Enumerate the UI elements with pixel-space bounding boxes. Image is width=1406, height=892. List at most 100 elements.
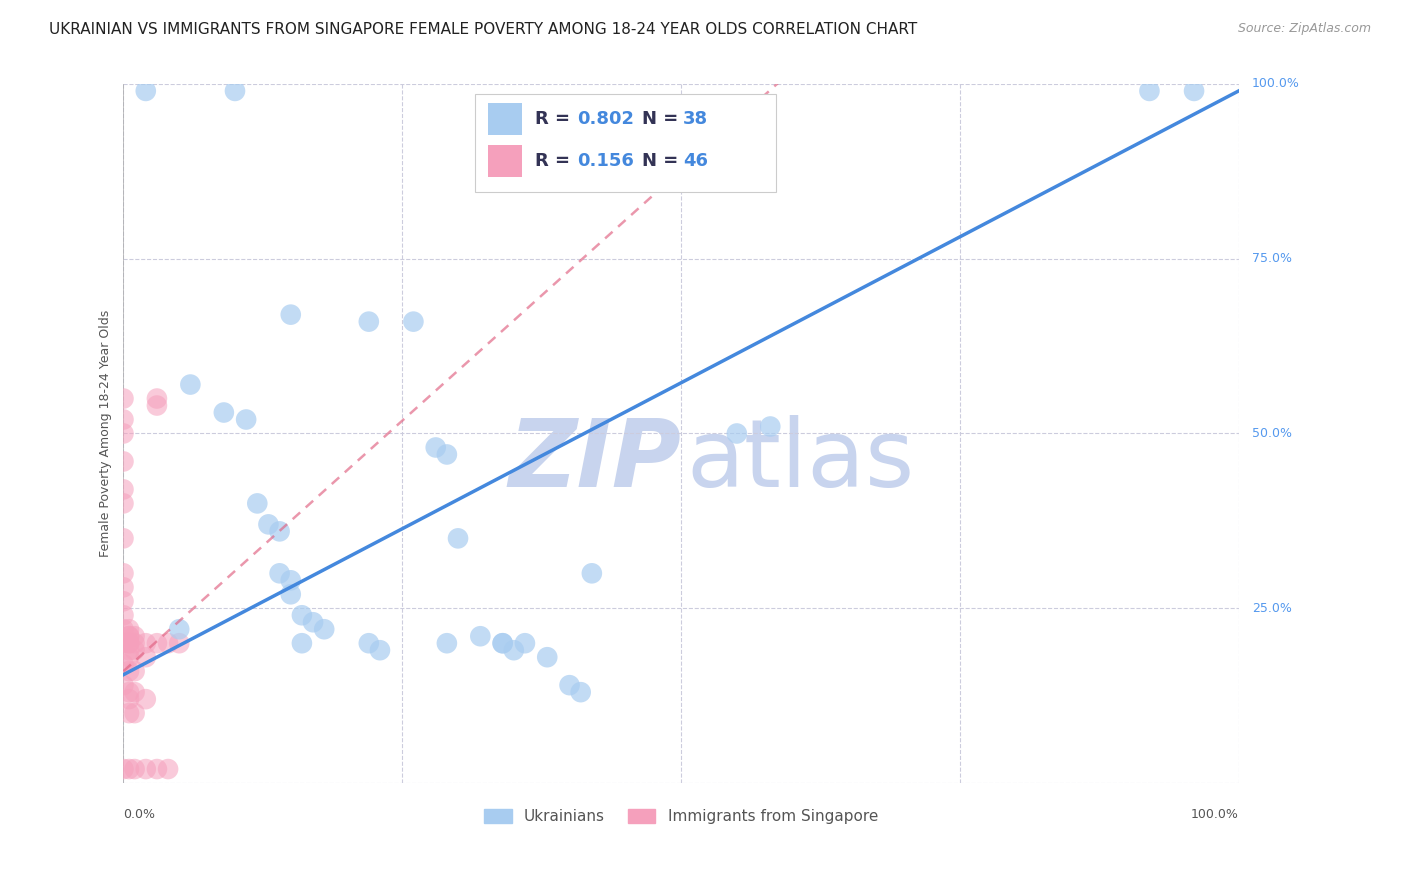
Point xyxy=(513,636,536,650)
Text: UKRAINIAN VS IMMIGRANTS FROM SINGAPORE FEMALE POVERTY AMONG 18-24 YEAR OLDS CORR: UKRAINIAN VS IMMIGRANTS FROM SINGAPORE F… xyxy=(49,22,918,37)
Point xyxy=(280,308,302,322)
Point xyxy=(118,643,141,657)
Point xyxy=(179,377,201,392)
Point xyxy=(118,629,141,643)
Text: Source: ZipAtlas.com: Source: ZipAtlas.com xyxy=(1237,22,1371,36)
Point xyxy=(118,692,141,706)
Point xyxy=(112,608,135,623)
Text: N =: N = xyxy=(643,110,685,128)
Point xyxy=(118,636,141,650)
Text: atlas: atlas xyxy=(686,416,915,508)
Point xyxy=(558,678,581,692)
Point xyxy=(167,622,190,636)
Point xyxy=(257,517,280,532)
Point xyxy=(146,399,169,413)
Point xyxy=(112,566,135,581)
Point xyxy=(118,685,141,699)
Text: 25.0%: 25.0% xyxy=(1251,602,1292,615)
Point xyxy=(124,629,146,643)
Point xyxy=(112,762,135,776)
Text: 0.0%: 0.0% xyxy=(124,807,156,821)
Point xyxy=(112,580,135,594)
Point xyxy=(112,657,135,672)
Y-axis label: Female Poverty Among 18-24 Year Olds: Female Poverty Among 18-24 Year Olds xyxy=(100,310,112,558)
Point xyxy=(118,636,141,650)
Point xyxy=(135,84,157,98)
Point xyxy=(224,84,246,98)
Point xyxy=(436,636,458,650)
Point xyxy=(112,496,135,510)
Point xyxy=(157,636,180,650)
Point xyxy=(157,762,180,776)
Point xyxy=(357,315,380,329)
Point xyxy=(112,392,135,406)
Point xyxy=(124,706,146,720)
Point xyxy=(146,636,169,650)
Point xyxy=(235,412,257,426)
Point xyxy=(118,650,141,665)
Point xyxy=(1139,84,1161,98)
Text: 0.802: 0.802 xyxy=(578,110,634,128)
Text: 100.0%: 100.0% xyxy=(1191,807,1239,821)
Point xyxy=(112,622,135,636)
Point xyxy=(491,636,513,650)
Point xyxy=(302,615,325,630)
Point xyxy=(212,405,235,419)
Point xyxy=(112,426,135,441)
Point xyxy=(112,412,135,426)
Point xyxy=(124,762,146,776)
Point xyxy=(118,664,141,678)
Point xyxy=(269,524,291,539)
Point xyxy=(118,762,141,776)
FancyBboxPatch shape xyxy=(488,145,522,177)
Point xyxy=(112,454,135,468)
Text: 100.0%: 100.0% xyxy=(1251,78,1301,90)
Point xyxy=(135,762,157,776)
Text: R =: R = xyxy=(534,152,576,169)
Point xyxy=(112,636,135,650)
Point xyxy=(146,392,169,406)
Text: 50.0%: 50.0% xyxy=(1251,427,1292,440)
Point xyxy=(124,636,146,650)
Text: 75.0%: 75.0% xyxy=(1251,252,1292,265)
Point xyxy=(536,650,558,665)
FancyBboxPatch shape xyxy=(488,103,522,135)
Point xyxy=(124,664,146,678)
Point xyxy=(291,636,314,650)
Point xyxy=(581,566,603,581)
Point xyxy=(280,574,302,588)
Point xyxy=(425,441,447,455)
Point xyxy=(402,315,425,329)
Point xyxy=(118,622,141,636)
Text: ZIP: ZIP xyxy=(508,416,681,508)
Point xyxy=(112,594,135,608)
Point xyxy=(118,629,141,643)
Point xyxy=(569,685,592,699)
Point xyxy=(269,566,291,581)
Text: 38: 38 xyxy=(683,110,709,128)
Text: R =: R = xyxy=(534,110,576,128)
Point xyxy=(357,636,380,650)
Point xyxy=(135,692,157,706)
Point xyxy=(112,483,135,497)
Point xyxy=(447,532,470,546)
Point xyxy=(167,636,190,650)
Text: N =: N = xyxy=(643,152,685,169)
Point xyxy=(725,426,748,441)
Text: 46: 46 xyxy=(683,152,709,169)
Point xyxy=(124,643,146,657)
Point xyxy=(436,447,458,461)
Point xyxy=(112,532,135,546)
Point xyxy=(112,678,135,692)
Point xyxy=(368,643,391,657)
Point xyxy=(280,587,302,601)
Point xyxy=(124,685,146,699)
Point xyxy=(135,636,157,650)
Point xyxy=(470,629,492,643)
Text: 0.156: 0.156 xyxy=(578,152,634,169)
Point xyxy=(502,643,524,657)
FancyBboxPatch shape xyxy=(475,95,776,193)
Point xyxy=(314,622,336,636)
Point xyxy=(291,608,314,623)
Point xyxy=(118,706,141,720)
